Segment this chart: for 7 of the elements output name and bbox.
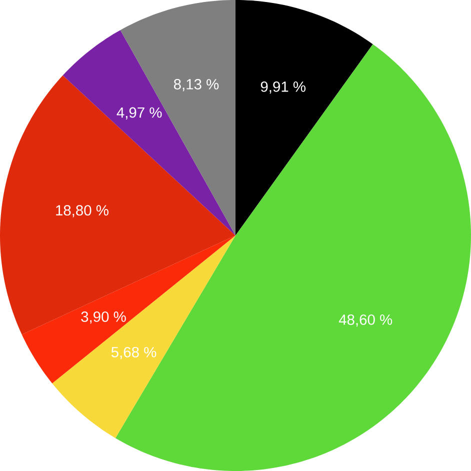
data-label: 3,90 % <box>81 311 126 324</box>
data-label: 9,91 % <box>260 81 306 94</box>
data-label: 18,80 % <box>56 205 108 218</box>
data-label: 8,13 % <box>174 79 219 92</box>
data-label: 4,97 % <box>116 107 162 120</box>
data-label: 48,60 % <box>338 314 392 327</box>
data-label: 5,68 % <box>111 346 156 360</box>
